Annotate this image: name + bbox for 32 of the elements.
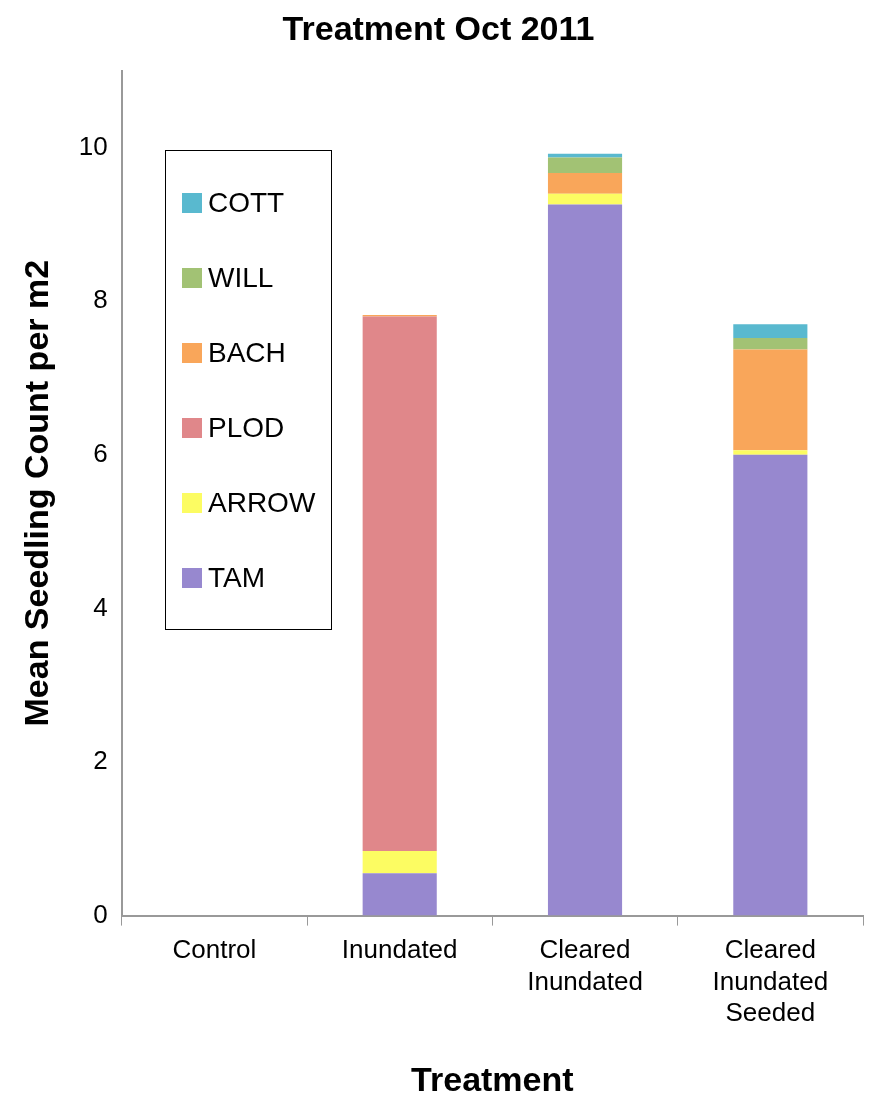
legend-label: TAM [208,561,266,594]
bar [547,153,623,158]
bar [362,316,437,852]
bar [547,204,623,916]
bar [362,873,437,916]
x-tick-label: Cleared Inundated [527,934,643,996]
y-tick-label: 6 [93,437,108,468]
bar [733,454,808,916]
legend-label: BACH [208,336,286,369]
legend-label: ARROW [208,486,316,519]
legend-label: PLOD [208,411,285,444]
legend-label: COTT [208,186,285,219]
y-tick-label: 2 [93,745,108,776]
bar [362,851,437,874]
bar [733,338,808,350]
bar [547,172,623,194]
y-tick-label: 10 [78,130,108,161]
y-tick-label: 8 [93,284,108,315]
bar [733,324,808,339]
bar [547,193,623,205]
bar [733,450,808,455]
y-tick-label: 4 [93,591,108,622]
bar [547,157,623,173]
x-tick-label: Cleared Inundated Seeded [712,934,829,1027]
bar [733,349,808,451]
y-axis-title: Mean Seedling Count per m2 [16,259,55,727]
y-tick-label: 0 [93,898,108,929]
chart-title: Treatment Oct 2011 [282,8,595,47]
x-axis-title: Treatment [411,1059,574,1098]
x-tick-label: Inundated [341,934,458,965]
x-tick-label: Control [172,934,257,965]
legend-label: WILL [208,261,274,294]
